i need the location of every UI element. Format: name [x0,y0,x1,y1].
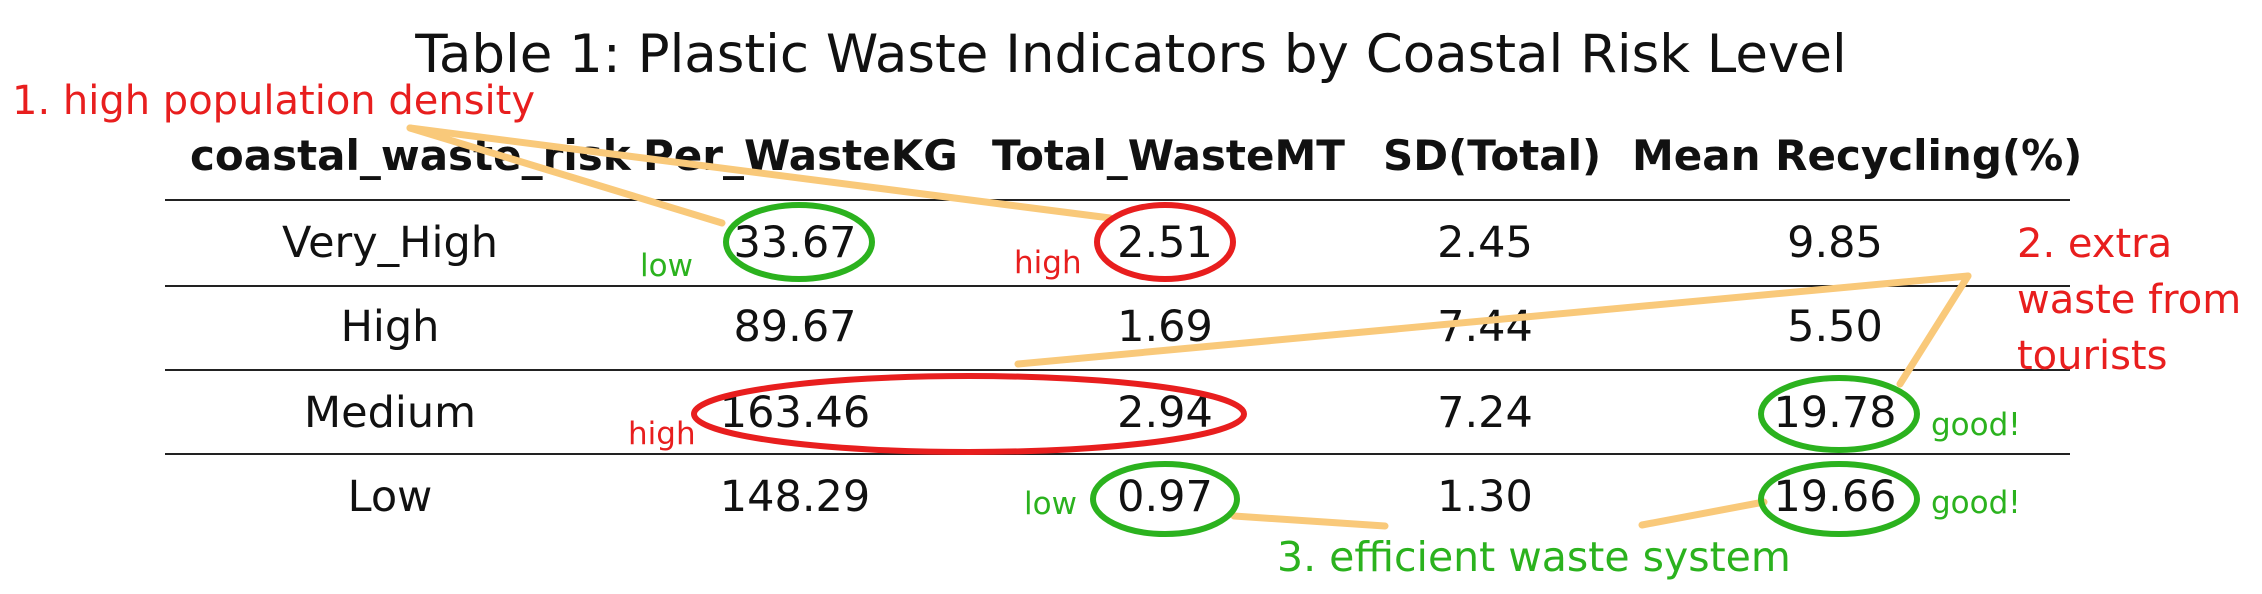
annotation-tag-high: high [1014,245,1082,281]
connector-population-density-1 [406,124,726,227]
column-header-mean-recycling: Mean Recycling(%) [1632,131,2083,180]
annotation-tag-low: low [640,248,693,284]
column-header-per-waste-kg: Per_WasteKG [643,131,958,180]
highlight-ellipse-green [1758,375,1920,453]
table-cell-total-waste: 2.94 [1117,388,1213,438]
table-cell-sd-total: 7.24 [1437,388,1533,438]
highlight-ellipse-red [1094,202,1236,282]
row-divider [165,369,2070,371]
table-title: Table 1: Plastic Waste Indicators by Coa… [415,24,1847,85]
table-cell-per-waste: 163.46 [719,388,871,438]
table-cell-total-waste: 1.69 [1117,302,1213,352]
table-cell-risk: High [340,302,440,352]
header-rule [165,199,2070,201]
annotation-tag-good: good! [1931,407,2021,443]
annotation-note-2-line-2: waste from [2017,277,2242,323]
column-header-sd-total: SD(Total) [1383,131,1602,180]
table-cell-sd-total: 1.30 [1437,472,1533,522]
table-cell-per-waste: 33.67 [733,218,857,268]
annotation-note-3: 3. efficient waste system [1277,533,1791,581]
annotation-note-2-line-1: 2. extra [2017,221,2173,267]
connector-population-density-2 [406,124,1114,222]
table-cell-per-waste: 89.67 [733,302,857,352]
annotation-tag-low: low [1024,486,1077,522]
connector-tourists-2 [1896,272,1972,388]
highlight-ellipse-green [723,202,875,282]
row-divider [165,285,2070,287]
column-header-total-waste-mt: Total_WasteMT [992,131,1345,180]
table-cell-risk: Very_High [282,218,498,268]
connector-efficient-system-2 [1638,498,1768,529]
annotation-tag-high: high [628,416,696,452]
table-cell-per-waste: 148.29 [719,472,871,522]
table-cell-total-waste: 2.51 [1117,218,1213,268]
connector-efficient-system-1 [1230,512,1389,530]
table-cell-mean-recycling: 5.50 [1787,302,1883,352]
table-cell-total-waste: 0.97 [1117,472,1213,522]
connector-tourists-1 [1014,272,1972,368]
highlight-ellipse-red [691,373,1247,455]
highlight-ellipse-green [1090,461,1240,537]
table-cell-risk: Medium [304,388,476,438]
annotation-note-1: 1. high population density [12,78,536,124]
row-divider [165,453,2070,455]
highlight-ellipse-green [1758,461,1920,537]
table-cell-risk: Low [347,472,433,522]
table-cell-mean-recycling: 9.85 [1787,218,1883,268]
table-cell-mean-recycling: 19.66 [1773,472,1897,522]
annotation-note-2-line-3: tourists [2017,333,2168,379]
table-cell-sd-total: 2.45 [1437,218,1533,268]
table-cell-mean-recycling: 19.78 [1773,388,1897,438]
annotation-tag-good: good! [1931,485,2021,521]
